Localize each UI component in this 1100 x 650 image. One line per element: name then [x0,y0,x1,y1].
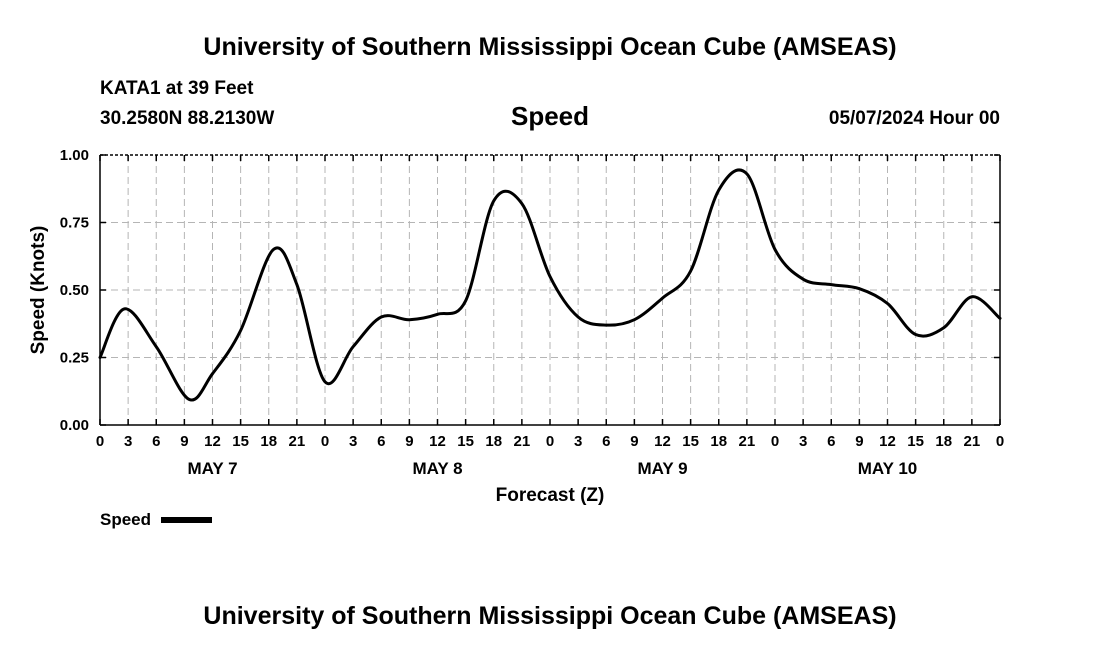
x-tick-label: 6 [827,433,835,450]
station-label: KATA1 at 39 Feet [100,78,254,99]
x-tick-label: 6 [152,433,160,450]
x-tick-label: 3 [349,433,357,450]
y-tick-label: 0.50 [60,282,89,299]
x-tick-label: 12 [429,433,446,450]
day-label: MAY 7 [187,459,237,478]
x-tick-label: 15 [457,433,474,450]
x-tick-label: 9 [180,433,188,450]
x-tick-label: 0 [546,433,554,450]
x-tick-label: 12 [204,433,221,450]
y-tick-label: 1.00 [60,147,89,164]
x-tick-label: 18 [935,433,952,450]
plot-area: 0 3 6 9 12 15 18 21 0 3 6 9 12 15 18 21 0 3 6 9 12 15 18 21 0 3 6 9… [60,147,1004,478]
day-label: MAY 9 [637,459,687,478]
x-tick-label: 18 [260,433,277,450]
legend-label: Speed [100,510,151,529]
x-tick-label: 3 [124,433,132,450]
speed-series-line [98,168,1002,402]
x-tick-label: 15 [682,433,699,450]
x-tick-label: 3 [799,433,807,450]
x-tick-label: 12 [879,433,896,450]
x-tick-label: 0 [96,433,104,450]
x-tick-label: 6 [377,433,385,450]
x-tick-label: 15 [907,433,924,450]
y-tick-label: 0.75 [60,215,89,232]
x-tick-label: 0 [771,433,779,450]
x-tick-label: 3 [574,433,582,450]
x-tick-label: 18 [710,433,727,450]
x-axis-label: Forecast (Z) [496,485,605,506]
chart-title-top: University of Southern Mississippi Ocean… [203,33,896,61]
day-label: MAY 10 [858,459,918,478]
x-tick-label: 15 [232,433,249,450]
coordinates-label: 30.2580N 88.2130W [100,108,274,129]
x-tick-label: 6 [602,433,610,450]
y-tick-label: 0.25 [60,350,89,367]
day-label: MAY 8 [412,459,462,478]
x-tick-label: 21 [514,433,531,450]
y-axis-label: Speed (Knots) [28,226,49,355]
chart-title-bottom: University of Southern Mississippi Ocean… [203,602,896,630]
x-tick-label: 12 [654,433,671,450]
x-tick-label: 9 [405,433,413,450]
y-tick-label: 0.00 [60,417,89,434]
x-tick-label: 0 [996,433,1004,450]
x-tick-label: 9 [855,433,863,450]
x-tick-label: 0 [321,433,329,450]
x-tick-label: 21 [289,433,306,450]
x-tick-label: 21 [964,433,981,450]
chart-title: Speed [511,101,589,131]
x-tick-label: 18 [485,433,502,450]
x-tick-label: 21 [739,433,756,450]
forecast-datetime: 05/07/2024 Hour 00 [829,108,1000,129]
x-tick-label: 9 [630,433,638,450]
